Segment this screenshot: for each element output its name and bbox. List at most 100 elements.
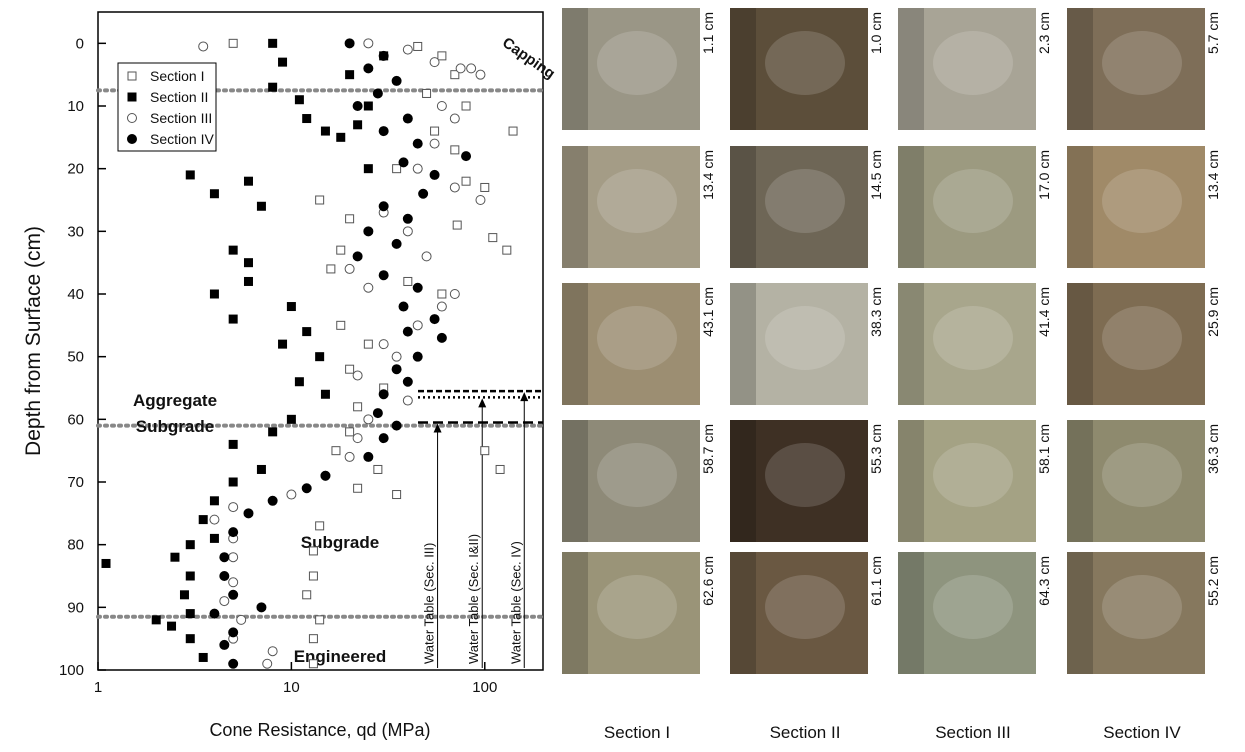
photo-texture xyxy=(597,306,677,370)
point xyxy=(344,263,355,274)
point xyxy=(243,276,253,286)
point xyxy=(437,51,447,61)
arrow-head xyxy=(520,392,529,402)
photo xyxy=(562,146,700,268)
photo xyxy=(562,552,700,674)
point xyxy=(344,451,355,462)
photo-texture xyxy=(765,31,845,95)
photo xyxy=(898,420,1036,542)
point xyxy=(185,634,195,644)
point xyxy=(352,101,363,111)
point xyxy=(412,163,423,174)
point xyxy=(418,188,429,199)
point xyxy=(398,301,409,312)
point xyxy=(294,95,304,105)
point xyxy=(336,132,346,142)
x-axis-label: Cone Resistance, qd (MPa) xyxy=(209,720,430,740)
photo xyxy=(898,283,1036,405)
point xyxy=(185,540,195,550)
point xyxy=(268,38,278,48)
point xyxy=(228,577,239,588)
photo xyxy=(1067,283,1205,405)
point xyxy=(198,41,209,52)
photo-texture xyxy=(597,169,677,233)
y-axis-label: Depth from Surface (cm) xyxy=(22,226,45,456)
photo xyxy=(730,420,868,542)
point xyxy=(101,558,111,568)
point xyxy=(363,38,374,49)
point xyxy=(243,508,254,519)
point xyxy=(315,352,325,362)
point xyxy=(268,82,278,92)
legend-label: Section I xyxy=(150,68,204,84)
point xyxy=(480,446,490,456)
point xyxy=(308,571,318,581)
annotation: Subgrade xyxy=(136,417,214,436)
point xyxy=(326,264,336,274)
point xyxy=(243,176,253,186)
photo-label-strip xyxy=(1036,146,1052,268)
y-tick-label: 10 xyxy=(67,98,84,115)
point xyxy=(363,226,374,237)
point xyxy=(391,364,402,375)
photo-texture xyxy=(933,443,1013,507)
point xyxy=(353,483,363,493)
point xyxy=(331,446,341,456)
photo xyxy=(1067,552,1205,674)
photo-label-strip xyxy=(700,146,716,268)
photo-shade xyxy=(898,283,924,405)
photo-label-strip xyxy=(1205,420,1221,542)
photo-depth-label: 58.7 cm xyxy=(700,424,716,474)
point xyxy=(308,546,318,556)
point xyxy=(198,652,208,662)
point xyxy=(429,169,440,180)
point xyxy=(378,270,389,281)
point xyxy=(429,57,440,68)
legend-marker xyxy=(127,113,137,123)
point xyxy=(302,114,312,124)
point xyxy=(315,195,325,205)
photo-label-strip xyxy=(868,552,884,674)
point xyxy=(352,251,363,262)
point xyxy=(378,339,389,350)
photo-shade xyxy=(1067,552,1093,674)
photo-texture xyxy=(1102,31,1182,95)
photo xyxy=(562,8,700,130)
photo-label-strip xyxy=(1036,420,1052,542)
photo-shade xyxy=(898,8,924,130)
point xyxy=(475,69,486,80)
point xyxy=(228,552,239,563)
y-tick-label: 40 xyxy=(67,286,84,303)
point xyxy=(363,282,374,293)
photo-texture xyxy=(765,575,845,639)
photo-depth-label: 36.3 cm xyxy=(1205,424,1221,474)
point xyxy=(228,589,239,600)
point xyxy=(352,370,363,381)
water-table-label: Water Table (Sec. IV) xyxy=(508,541,523,664)
point xyxy=(372,408,383,419)
point xyxy=(449,182,460,193)
photo-shade xyxy=(898,420,924,542)
point xyxy=(256,201,266,211)
photo-label-strip xyxy=(1205,283,1221,405)
photo-shade xyxy=(730,420,756,542)
point xyxy=(363,63,374,74)
photo-shade xyxy=(1067,146,1093,268)
point xyxy=(378,433,389,444)
point xyxy=(402,213,413,224)
annotation: Capping xyxy=(499,34,558,82)
point xyxy=(436,301,447,312)
point xyxy=(461,151,472,162)
point xyxy=(236,614,247,625)
point xyxy=(167,621,177,631)
photo-column-label: Section IV xyxy=(1103,723,1181,742)
point xyxy=(345,214,355,224)
point xyxy=(449,113,460,124)
point xyxy=(345,364,355,374)
photo-depth-label: 43.1 cm xyxy=(700,287,716,337)
photo xyxy=(1067,8,1205,130)
photo xyxy=(730,146,868,268)
point xyxy=(353,402,363,412)
point xyxy=(402,326,413,337)
annotation: Subgrade xyxy=(301,533,379,552)
